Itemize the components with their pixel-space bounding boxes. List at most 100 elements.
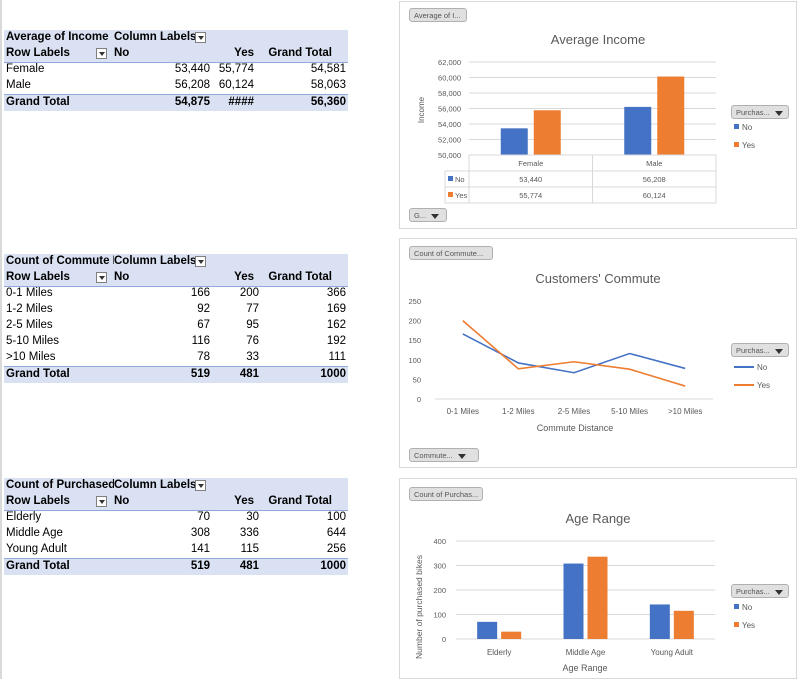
table-row[interactable]: 0-1 Miles 166 200 366 — [4, 286, 348, 302]
chart-age-range[interactable]: Count of Purchas... Purchas... Age Range… — [399, 478, 797, 679]
pivot-subheader-row: Row Labels No Yes Grand Total — [4, 494, 348, 511]
grand-total-total: 1000 — [320, 560, 346, 572]
pivot-subheader-row: Row Labels No Yes Grand Total — [4, 270, 348, 287]
y-tick-label: 52,000 — [438, 136, 461, 145]
table-row[interactable]: >10 Miles 78 33 111 — [4, 350, 348, 366]
legend-label-yes: Yes — [742, 141, 755, 150]
row-labels-header: Row Labels — [6, 495, 70, 507]
column-filter-dropdown-icon[interactable] — [195, 256, 206, 267]
grand-total-total: 56,360 — [310, 96, 346, 108]
row-filter-dropdown-icon[interactable] — [96, 272, 107, 283]
value-field-button[interactable]: Count of Commute... — [409, 246, 493, 260]
y-tick-label: 62,000 — [438, 58, 461, 67]
cell-total: 111 — [328, 351, 346, 363]
table-row[interactable]: Young Adult 141 115 256 — [4, 542, 348, 558]
grand-total-yes: 481 — [239, 368, 259, 380]
legend-field-button-label: Purchas... — [736, 587, 770, 596]
row-filter-dropdown-icon[interactable] — [96, 496, 107, 507]
grand-total-row[interactable]: Grand Total 519 481 1000 — [4, 366, 348, 383]
bar-no — [649, 604, 670, 639]
table-row[interactable]: Female 53,440 55,774 54,581 — [4, 62, 348, 78]
table-row[interactable]: Middle Age 308 336 644 — [4, 526, 348, 542]
y-tick-label: 56,000 — [438, 105, 461, 114]
x-tick-label: 1-2 Miles — [502, 407, 534, 416]
cell-yes: 30 — [246, 511, 259, 523]
x-tick-label: 2-5 Miles — [558, 407, 590, 416]
legend-field-button-label: Purchas... — [736, 108, 770, 117]
grand-total-label: Grand Total — [6, 96, 70, 108]
row-filter-dropdown-icon[interactable] — [96, 48, 107, 59]
row-label: 1-2 Miles — [6, 303, 53, 315]
y-tick-label: 50,000 — [438, 151, 461, 160]
legend-label-no: No — [757, 363, 768, 372]
table-row[interactable]: Elderly 70 30 100 — [4, 510, 348, 526]
cell-total: 162 — [326, 319, 346, 331]
col-yes-header: Yes — [234, 495, 254, 507]
value-field-button[interactable]: Count of Purchas... — [409, 487, 483, 501]
legend-field-button[interactable]: Purchas... — [731, 343, 789, 357]
y-tick-label: 150 — [408, 336, 421, 345]
row-labels-header: Row Labels — [6, 271, 70, 283]
chevron-down-icon — [431, 213, 440, 219]
cell-yes: 336 — [239, 527, 259, 539]
y-tick-label: 50 — [413, 375, 421, 384]
grand-total-no: 519 — [190, 560, 210, 572]
row-labels-header: Row Labels — [6, 47, 70, 59]
cell-yes: 60,124 — [218, 79, 254, 91]
value-field-button[interactable]: Average of I... — [409, 8, 467, 22]
axis-field-button[interactable]: Commute... — [409, 448, 479, 462]
table-row[interactable]: 5-10 Miles 116 76 192 — [4, 334, 348, 350]
axis-field-button[interactable]: G... — [409, 208, 447, 222]
legend-swatch-no — [734, 604, 739, 609]
x-axis-title: Commute Distance — [537, 423, 614, 433]
grand-total-yes: #### — [228, 96, 254, 108]
cell-no: 141 — [190, 543, 210, 555]
table-row[interactable]: 2-5 Miles 67 95 162 — [4, 318, 348, 334]
table-series-label: No — [455, 175, 465, 184]
cell-yes: 77 — [246, 303, 259, 315]
cell-total: 169 — [326, 303, 346, 315]
column-filter-dropdown-icon[interactable] — [195, 480, 206, 491]
row-label: 5-10 Miles — [6, 335, 60, 347]
cell-no: 166 — [190, 287, 210, 299]
legend-label-yes: Yes — [757, 381, 770, 390]
series-line-yes — [462, 319, 686, 387]
chart-customers-commute[interactable]: Count of Commute... Commute... Purchas..… — [399, 238, 797, 468]
cell-yes: 115 — [240, 543, 259, 555]
legend-label-no: No — [742, 123, 753, 132]
y-tick-label: 200 — [433, 586, 446, 595]
column-filter-dropdown-icon[interactable] — [195, 32, 206, 43]
y-tick-label: 60,000 — [438, 74, 461, 83]
axis-field-button-label: Commute... — [414, 451, 453, 460]
grand-total-row[interactable]: Grand Total 519 481 1000 — [4, 558, 348, 575]
legend-field-button[interactable]: Purchas... — [731, 105, 789, 119]
cell-yes: 33 — [246, 351, 259, 363]
table-series-label: Yes — [455, 191, 467, 200]
cell-total: 644 — [326, 527, 346, 539]
table-row[interactable]: 1-2 Miles 92 77 169 — [4, 302, 348, 318]
value-field-button-label: Count of Purchas... — [414, 490, 479, 499]
cell-no: 308 — [190, 527, 210, 539]
x-tick-label: 0-1 Miles — [447, 407, 479, 416]
age-chart-svg: Age Range Age Range Number of purchased … — [414, 511, 755, 673]
chart-title: Age Range — [565, 511, 630, 526]
y-axis-title: Income — [417, 96, 426, 123]
bar-no — [500, 128, 528, 155]
column-labels-header: Column Labels — [114, 255, 196, 267]
legend-field-button[interactable]: Purchas... — [731, 584, 789, 598]
pivot-header-row: Count of Purchased Bike Column Labels — [4, 478, 348, 494]
legend-swatch-no — [734, 124, 739, 129]
chart-title: Average Income — [551, 32, 645, 47]
table-row[interactable]: Male 56,208 60,124 58,063 — [4, 78, 348, 94]
grand-total-row[interactable]: Grand Total 54,875 #### 56,360 — [4, 94, 348, 111]
chart-average-income[interactable]: Average of I... G... Purchas... Average … — [399, 1, 797, 229]
chevron-down-icon — [774, 348, 783, 354]
commute-chart-svg: Customers' Commute Commute Distance 0 50 1… — [408, 271, 770, 433]
pivot-subheader-row: Row Labels No Yes Grand Total — [4, 46, 348, 63]
cell-yes: 95 — [246, 319, 259, 331]
col-no-header: No — [114, 495, 130, 507]
table-value: 60,124 — [643, 191, 666, 200]
row-label: Middle Age — [6, 527, 63, 539]
x-tick-label: 5-10 Miles — [611, 407, 648, 416]
grand-total-no: 519 — [190, 368, 210, 380]
